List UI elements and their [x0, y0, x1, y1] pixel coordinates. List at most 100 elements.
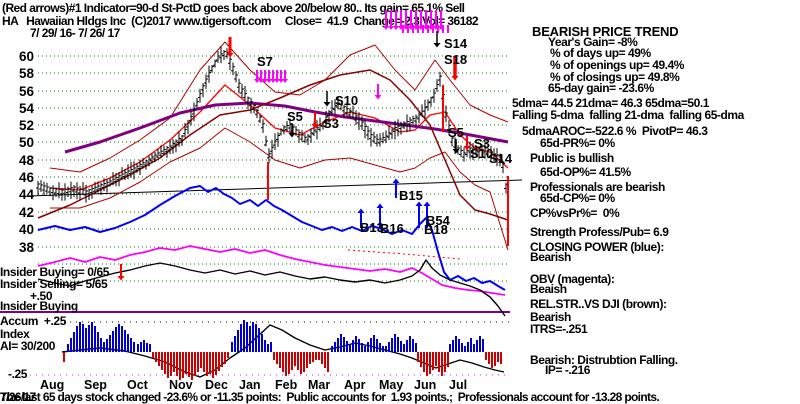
closing-power — [37, 185, 506, 291]
price-trend-status: BEARISH PRICE TREND — [532, 24, 679, 39]
moving-averages: 5dma= 44.5 21dma= 46.3 65dma=50.1 — [512, 96, 709, 110]
years-gain: Year's Gain= -8% — [548, 35, 638, 49]
signal-label: S7 — [257, 54, 273, 69]
signal-arrowhead — [463, 146, 471, 151]
signal-label: S14 — [489, 151, 513, 166]
signal-label: B16 — [380, 221, 404, 236]
price-bars — [36, 46, 508, 203]
distribution-arrowhead — [383, 26, 389, 30]
y-axis-label: 40 — [19, 222, 34, 237]
signal-label: B15 — [399, 188, 423, 203]
distribution-arrowhead — [278, 79, 284, 83]
y-axis-label: 52 — [19, 118, 34, 133]
pct-days-up: % of days up= 49% — [550, 46, 651, 60]
signal-label: S14 — [444, 36, 468, 51]
distribution-arrowhead — [254, 79, 260, 83]
y-axis-label: 50 — [19, 135, 34, 150]
accum-scale-minus25: -.25 — [8, 367, 28, 381]
distribution-arrowhead — [258, 79, 264, 83]
cp-downtrend-dotted — [347, 249, 461, 260]
upper-band — [49, 41, 509, 173]
month-label: Sep — [84, 378, 107, 392]
signal-arrowhead — [423, 201, 431, 206]
analysis-panel: BEARISH PRICE TREND Year's Gain= -8% % o… — [510, 0, 800, 403]
cp-vs-pr: CP%vsPr%= 0% — [530, 206, 620, 220]
accum-scale-plus25: Accum +.25 — [0, 314, 66, 328]
strength-ratio: Strength Profess/Pub= 6.9 — [530, 225, 669, 239]
aroc-pivot: 5dmaAROC=-522.6 % PivotP= 46.3 — [522, 124, 708, 138]
y-axis-label: 42 — [19, 205, 34, 220]
accum-histogram-down — [63, 352, 502, 380]
y-axis-label: 54 — [19, 101, 35, 116]
month-label: Jul — [449, 378, 467, 392]
public-sentiment: Public is bullish — [530, 151, 614, 165]
obv-status: Beaish — [530, 282, 567, 296]
distribution-arrowhead — [282, 79, 288, 83]
y-axis-label: 58 — [19, 66, 35, 81]
signal-arrowhead — [374, 95, 382, 100]
signal-arrowhead — [415, 201, 423, 206]
month-label: Feb — [275, 378, 298, 392]
ma-direction: Falling 5-dma falling 21-dma falling 65-… — [512, 108, 744, 122]
op-65d: 65d-OP%= 41.5% — [540, 165, 631, 179]
indicator-header: (Red arrows)#1 Indicator=90-d St-PctD go… — [2, 1, 465, 15]
pct-closings-up: % of closings up= 49.8% — [550, 70, 680, 84]
signal-arrowhead — [288, 133, 296, 138]
insider-buying-title: Insider Buying — [0, 299, 78, 313]
month-label: Aug — [40, 378, 64, 392]
ma65 — [64, 101, 509, 154]
y-axis-label: 46 — [19, 170, 35, 185]
y-axis-label: 60 — [19, 49, 34, 64]
distribution-arrowhead — [270, 79, 276, 83]
accum-scale-plus50: +.50 — [30, 289, 53, 303]
y-axis-label: 56 — [19, 84, 35, 99]
accum-index-label: Index — [0, 327, 30, 341]
cp-65d: 65d-CP%= 0% — [540, 191, 615, 205]
month-label: Apr — [344, 378, 366, 392]
distribution-arrowhead — [262, 79, 268, 83]
accum-line — [37, 259, 506, 317]
support-trendline — [27, 179, 523, 197]
date-range: 7/ 29/ 16- 7/ 26/ 17 — [30, 26, 120, 40]
distribution-arrowhead — [274, 79, 280, 83]
rel-strength-heading: REL.STR..VS DJI (brown): — [530, 297, 667, 311]
y-axis-label: 38 — [19, 240, 35, 255]
signal-label: S18 — [444, 52, 467, 67]
month-label: Jun — [414, 378, 436, 392]
obv — [37, 245, 506, 296]
signal-label: S10 — [335, 93, 358, 108]
distribution-arrowhead — [266, 79, 272, 83]
signal-arrowhead — [392, 178, 400, 183]
itrs-value: ITRS=-.251 — [530, 322, 588, 336]
signal-label: B54 — [426, 213, 451, 228]
signal-label: B13 — [360, 220, 384, 235]
signal-label: S5 — [287, 109, 303, 124]
professional-sentiment: Professionals are bearish — [530, 180, 665, 194]
closing-power-status: Bearish — [530, 250, 571, 264]
signal-arrowhead — [226, 53, 234, 58]
distribution-arrowhead — [388, 26, 394, 30]
closing-power-heading: CLOSING POWER (blue): — [530, 240, 664, 254]
rel-strength-status: Bearish — [530, 310, 571, 324]
signal-label: S5 — [448, 125, 464, 140]
month-label: Jan — [239, 378, 261, 392]
distribution-status: Bearish: Distrubtion Falling. — [530, 353, 678, 367]
signal-arrowhead — [117, 276, 125, 281]
month-label: Nov — [169, 378, 193, 392]
month-label: May — [379, 378, 403, 392]
summary-status-line: The last 65 days stock changed -23.6% or… — [0, 390, 660, 404]
month-label: Dec — [205, 378, 228, 392]
pr-65d: 65d-PR%= 0% — [540, 136, 615, 150]
last-date-overlay: 7/26/17 — [0, 390, 36, 404]
gain-65day: 65-day gain= -23.6% — [548, 81, 654, 95]
ticker-header: HA Hawaiian Hldgs Inc (C)2017 www.tigers… — [2, 14, 479, 28]
pct-openings-up: % of openings up= 49.4% — [550, 58, 685, 72]
insider-buying-count: Insider Buying= 0/65 — [0, 265, 110, 279]
signal-arrowhead — [376, 203, 384, 208]
month-label: Mar — [308, 378, 330, 392]
ai-ratio: AI= 30/200 — [0, 339, 56, 353]
insider-selling-count: Insider Selling= 5/65 — [0, 277, 108, 291]
signal-arrowhead — [433, 43, 441, 48]
signal-arrowhead — [311, 124, 319, 129]
